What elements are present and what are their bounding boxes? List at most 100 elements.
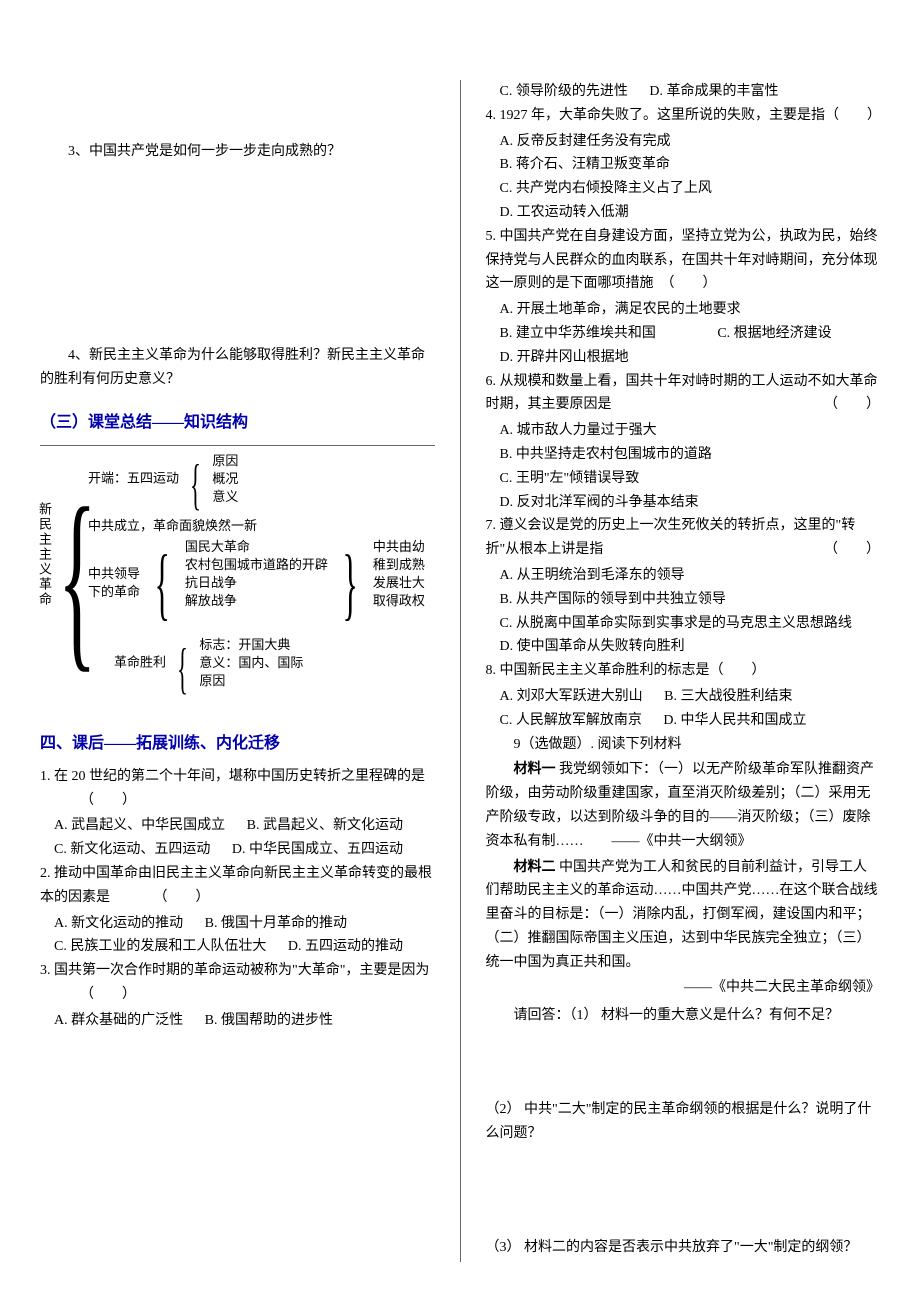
column-divider (460, 80, 461, 1262)
ex6-d: D. 反对北洋军阀的斗争基本结束 (500, 491, 881, 515)
ex3-a: A. 群众基础的广泛性 (54, 1009, 183, 1033)
row3-label-2: 下的革命 (88, 583, 140, 601)
row3-right-1: 稚到成熟 (373, 556, 425, 574)
ex2-d: D. 五四运动的推动 (288, 935, 403, 959)
ex3-d: D. 革命成果的丰富性 (649, 80, 778, 104)
ex2-b: B. 俄国十月革命的推动 (205, 912, 347, 936)
ex1-a: A. 武昌起义、中华民国成立 (54, 814, 225, 838)
section-4-title: 四、课后——拓展训练、内化迁移 (40, 730, 435, 757)
ex8-c: C. 人民解放军解放南京 (500, 709, 642, 733)
exercise-1: 1. 在 20 世纪的第二个十年间，堪称中国历史转折之里程碑的是 （ ） (40, 765, 435, 813)
ex4-c: C. 共产党内右倾投降主义占了上风 (500, 177, 881, 201)
ex2-options: A. 新文化运动的推动 B. 俄国十月革命的推动 C. 民族工业的发展和工人队伍… (40, 912, 435, 960)
ex1-b: B. 武昌起义、新文化运动 (247, 814, 403, 838)
ex6-blank: （ ） (824, 393, 880, 417)
row1-item-0: 原因 (212, 452, 238, 470)
row3-item-1: 农村包围城市道路的开辟 (185, 556, 328, 574)
brace-row1: { (190, 461, 201, 509)
diagram-row-3: 中共领导 下的革命 { 国民大革命 农村包围城市道路的开辟 抗日战争 解放战争 … (88, 538, 425, 611)
ex5-a: A. 开展土地革命，满足农民的土地要求 (500, 298, 881, 322)
ex4-b: B. 蒋介石、汪精卫叛变革命 (500, 153, 881, 177)
ex7-d: D. 使中国革命从失败转向胜利 (500, 635, 881, 659)
material-2-label: 材料二 (514, 860, 556, 875)
ex5-c: C. 根据地经济建设 (717, 322, 831, 346)
section-3-underline (40, 445, 435, 446)
row3-item-3: 解放战争 (185, 592, 328, 610)
exercise-4: 4. 1927 年，大革命失败了。这里所说的失败，主要是指（ ） (486, 104, 881, 128)
ex3-options-cd: C. 领导阶级的先进性 D. 革命成果的丰富性 (486, 80, 881, 104)
diagram-row-2: 中共成立，革命面貌焕然一新 (88, 516, 257, 537)
row1-item-1: 概况 (212, 470, 238, 488)
ex1-blank: （ ） (80, 793, 136, 808)
ex3-stem: 3. 国共第一次合作时期的革命运动被称为"大革命"，主要是因为 (40, 963, 429, 978)
ex1-d: D. 中华民国成立、五四运动 (232, 838, 403, 862)
sub-question-1: 请回答：（1） 材料一的重大意义是什么？有何不足？ (486, 1004, 881, 1028)
ex6-c: C. 王明"左"倾错误导致 (500, 467, 881, 491)
left-column: 3、中国共产党是如何一步一步走向成熟的？ 4、新民主主义革命为什么能够取得胜利？… (40, 80, 435, 1262)
ex8-a: A. 刘邓大军跃进大别山 (500, 685, 643, 709)
row1-item-2: 意义 (212, 488, 238, 506)
row4-label: 革命胜利 (114, 654, 166, 669)
exercise-3: 3. 国共第一次合作时期的革命运动被称为"大革命"，主要是因为 （ ） (40, 959, 435, 1007)
exercise-9-head: 9（选做题）. 阅读下列材料 (486, 733, 881, 757)
ex4-d: D. 工农运动转入低潮 (500, 201, 881, 225)
diagram-row-1: 开端：五四运动 { 原因 概况 意义 (88, 452, 238, 507)
question-4: 4、新民主主义革命为什么能够取得胜利？新民主主义革命的胜利有何历史意义？ (40, 344, 435, 392)
exercise-2: 2. 推动中国革命由旧民主主义革命向新民主主义革命转变的最根本的因素是 （ ） (40, 862, 435, 910)
row4-item-2: 原因 (199, 672, 303, 690)
sub-question-3: （3） 材料二的内容是否表示中共放弃了"一大"制定的纲领？ (486, 1236, 881, 1260)
ex6-b: B. 中共坚持走农村包围城市的道路 (500, 443, 881, 467)
ex3-b: B. 俄国帮助的进步性 (205, 1009, 333, 1033)
ex2-stem: 2. 推动中国革命由旧民主主义革命向新民主主义革命转变的最根本的因素是 (40, 866, 432, 905)
section-3-title: （三）课堂总结——知识结构 (40, 409, 435, 436)
row3-right-2: 发展壮大 (373, 574, 425, 592)
sub-question-2: （2） 中共"二大"制定的民主革命纲领的根据是什么？说明了什么问题？ (486, 1098, 881, 1146)
diagram-vertical-label: 新民主主义革命 (40, 502, 54, 607)
ex7-c: C. 从脱离中国革命实际到实事求是的马克思主义思想路线 (500, 612, 881, 636)
exercise-8: 8. 中国新民主主义革命胜利的标志是（ ） (486, 659, 881, 683)
material-1-label: 材料一 (514, 762, 556, 777)
question-4-text: 4、新民主主义革命为什么能够取得胜利？新民主主义革命的胜利有何历史意义？ (40, 344, 435, 392)
ex1-options: A. 武昌起义、中华民国成立 B. 武昌起义、新文化运动 C. 新文化运动、五四… (40, 814, 435, 862)
material-2-source: ——《中共二大民主革命纲领》 (486, 976, 881, 1000)
row3-right-0: 中共由幼 (373, 538, 425, 556)
brace-row3-right: } (343, 550, 358, 618)
ex2-a: A. 新文化运动的推动 (54, 912, 183, 936)
exercise-5: 5. 中国共产党在自身建设方面，坚持立党为公，执政为民，始终保持党与人民群众的血… (486, 225, 881, 296)
ex7-b: B. 从共产国际的领导到中共独立领导 (500, 588, 881, 612)
ex6-a: A. 城市敌人力量过于强大 (500, 419, 881, 443)
ex5-d: D. 开辟井冈山根据地 (500, 346, 881, 370)
row3-label-1: 中共领导 (88, 565, 140, 583)
row1-label: 开端：五四运动 (88, 470, 179, 485)
material-2: 材料二 中国共产党为工人和贫民的目前利益计，引导工人们帮助民主主义的革命运动……… (486, 856, 881, 975)
ex4-a: A. 反帝反封建任务没有完成 (500, 130, 881, 154)
ex3-blank: （ ） (80, 987, 136, 1002)
row3-item-2: 抗日战争 (185, 574, 328, 592)
row4-item-1: 意义：国内、国际 (199, 654, 303, 672)
ex7-options: A. 从王明统治到毛泽东的领导 B. 从共产国际的领导到中共独立领导 C. 从脱… (486, 564, 881, 659)
ex8-options: A. 刘邓大军跃进大别山 B. 三大战役胜利结束 C. 人民解放军解放南京 D.… (486, 685, 881, 733)
ex2-blank: （ ） (154, 890, 210, 905)
brace-row4: { (177, 645, 188, 693)
ex2-c: C. 民族工业的发展和工人队伍壮大 (54, 935, 266, 959)
material-1: 材料一 我党纲领如下：（一）以无产阶级革命军队推翻资产阶级，由劳动阶级重建国家，… (486, 758, 881, 853)
row3-item-0: 国民大革命 (185, 538, 328, 556)
exercise-6: 6. 从规模和数量上看，国共十年对峙时期的工人运动不如大革命时期，其主要原因是 … (486, 370, 881, 418)
question-3: 3、中国共产党是如何一步一步走向成熟的？ (40, 140, 435, 164)
row3-right-3: 取得政权 (373, 592, 425, 610)
diagram-row-4: 革命胜利 { 标志：开国大典 意义：国内、国际 原因 (114, 636, 303, 691)
ex1-c: C. 新文化运动、五四运动 (54, 838, 210, 862)
ex3-c: C. 领导阶级的先进性 (500, 80, 628, 104)
ex7-blank: （ ） (824, 538, 880, 562)
material-2-body: 中国共产党为工人和贫民的目前利益计，引导工人们帮助民主主义的革命运动……中国共产… (486, 860, 878, 970)
row4-item-0: 标志：开国大典 (199, 636, 303, 654)
knowledge-structure-diagram: 新民主主义革命 { 开端：五四运动 { 原因 概况 意义 中共成立，革命面貌焕然… (40, 452, 435, 712)
exercise-7: 7. 遵义会议是党的历史上一次生死攸关的转折点，这里的"转折"从根本上讲是指 （… (486, 514, 881, 562)
ex7-stem: 7. 遵义会议是党的历史上一次生死攸关的转折点，这里的"转折"从根本上讲是指 (486, 518, 856, 557)
ex8-b: B. 三大战役胜利结束 (664, 685, 792, 709)
ex7-a: A. 从王明统治到毛泽东的领导 (500, 564, 881, 588)
ex6-options: A. 城市敌人力量过于强大 B. 中共坚持走农村包围城市的道路 C. 王明"左"… (486, 419, 881, 514)
brace-row3-left: { (155, 550, 170, 618)
ex5-options: A. 开展土地革命，满足农民的土地要求 B. 建立中华苏维埃共和国 C. 根据地… (486, 298, 881, 369)
ex4-options: A. 反帝反封建任务没有完成 B. 蒋介石、汪精卫叛变革命 C. 共产党内右倾投… (486, 130, 881, 225)
